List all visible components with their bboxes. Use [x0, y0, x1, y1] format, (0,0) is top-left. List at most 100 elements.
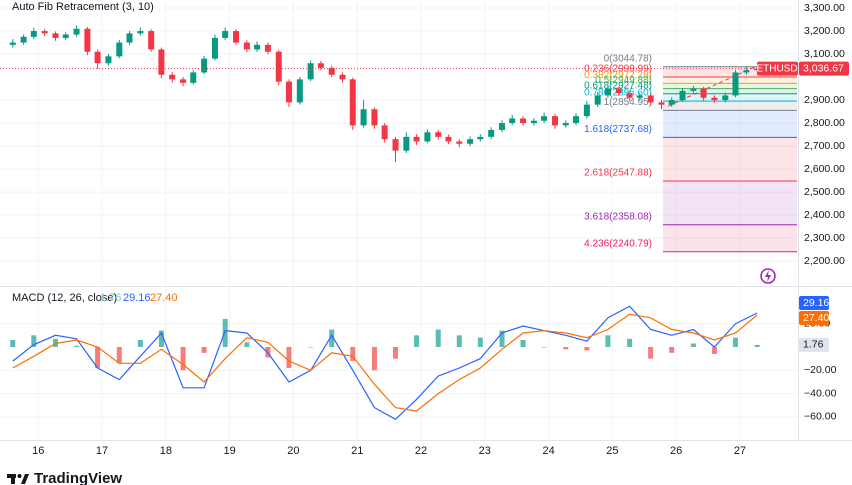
candle-body [722, 95, 729, 101]
histogram-bar [329, 329, 335, 347]
fib-zone [663, 83, 797, 89]
candle-body [435, 132, 442, 137]
candle-body [392, 139, 399, 151]
candle-body [233, 31, 240, 43]
histogram-bar [690, 343, 696, 347]
candle-body [62, 34, 69, 38]
candle-body [467, 139, 474, 144]
histogram-bar [754, 344, 760, 347]
candle-body [73, 28, 80, 35]
candle-body [211, 37, 218, 59]
fib-label: 0.382(2972.28) [584, 70, 652, 81]
candle-body [488, 129, 495, 137]
candle-body [137, 31, 144, 34]
fib-zone [663, 66, 797, 78]
fib-label: 1.618(2737.68) [584, 124, 652, 135]
x-tick-label: 18 [160, 445, 172, 457]
histogram-bar [392, 346, 398, 359]
fib-label: 4.236(2240.79) [584, 238, 652, 249]
histogram-bar [137, 339, 143, 347]
fib-zone [663, 88, 797, 94]
y-tick-label: 3,100.00 [804, 48, 845, 60]
candle-body [52, 33, 59, 38]
macd-line [12, 305, 758, 421]
histogram-bar [499, 330, 505, 347]
histogram-bar [669, 346, 675, 353]
x-tick-label: 17 [96, 445, 108, 457]
x-tick-label: 27 [734, 445, 746, 457]
candle-body [604, 88, 611, 96]
histogram-bar [244, 342, 250, 347]
histogram-bar [31, 335, 37, 347]
y-tick-label: −20.00 [804, 364, 837, 376]
histogram-bar [286, 346, 292, 368]
candle-body [116, 42, 123, 57]
candle-body [551, 116, 558, 126]
y-tick-label: 3,200.00 [804, 25, 845, 37]
fib-zone [663, 110, 797, 138]
x-tick-label: 20 [287, 445, 299, 457]
histogram-bar [435, 329, 441, 347]
candle-body [30, 31, 37, 37]
macd-line-value: 29.16 [123, 292, 151, 304]
candle-body [328, 67, 335, 75]
candles [0, 25, 761, 163]
candle-body [180, 79, 187, 83]
candle-body [148, 31, 155, 50]
x-tick-label: 16 [32, 445, 44, 457]
candle-body [562, 123, 569, 126]
candle-body [41, 31, 48, 34]
value-badge-label: 29.16 [803, 297, 829, 309]
fib-zone [663, 137, 797, 182]
candle-body [190, 72, 197, 83]
candle-body [339, 74, 346, 80]
candle-body [403, 136, 410, 151]
histogram-bar [371, 346, 377, 371]
candle-body [126, 33, 133, 43]
histogram-bar [180, 346, 186, 371]
histogram-bar [308, 346, 314, 348]
candle-body [477, 136, 484, 140]
candle-body [307, 63, 314, 80]
price-label: 3,036.67 [803, 62, 844, 74]
candle-body [583, 104, 590, 117]
candle-body [700, 88, 707, 98]
x-tick-label: 26 [670, 445, 682, 457]
candle-body [445, 136, 452, 142]
histogram-bar [222, 319, 228, 347]
x-tick-label: 22 [415, 445, 427, 457]
candle-body [254, 44, 261, 50]
candle-body [9, 42, 16, 45]
candle-body [158, 49, 165, 75]
candle-body [743, 70, 750, 73]
brand: TradingView [34, 470, 122, 485]
y-tick-label: 2,200.00 [804, 255, 845, 267]
y-tick-label: 2,900.00 [804, 94, 845, 106]
candle-body [594, 95, 601, 105]
histogram-bar [563, 346, 569, 350]
value-badge-label: 27.40 [803, 312, 829, 324]
candle-body [499, 123, 506, 130]
y-tick-label: 3,300.00 [804, 2, 845, 14]
candle-body [732, 72, 739, 96]
histogram-bar [201, 346, 207, 353]
y-tick-label: 2,700.00 [804, 140, 845, 152]
histogram-bar [350, 346, 356, 361]
histogram-bar [158, 330, 164, 347]
candle-body [243, 42, 250, 50]
axes: 16 17 18 19 20 21 22 23 24 25 26 27 3,300.00 3,200.00… [32, 2, 845, 457]
histogram-bar [541, 346, 547, 348]
macd-pane [10, 305, 760, 421]
candle-body [20, 36, 27, 43]
histogram-bar [711, 346, 717, 354]
alert-icon[interactable] [760, 268, 776, 284]
histogram-bar [95, 346, 101, 368]
candle-body [201, 58, 208, 73]
candle-body [285, 81, 292, 103]
macd-title: MACD (12, 26, close) [12, 292, 117, 304]
histogram-bar [477, 337, 483, 347]
candle-body [371, 109, 378, 126]
histogram-bar [74, 345, 80, 347]
candle-body [541, 116, 548, 121]
